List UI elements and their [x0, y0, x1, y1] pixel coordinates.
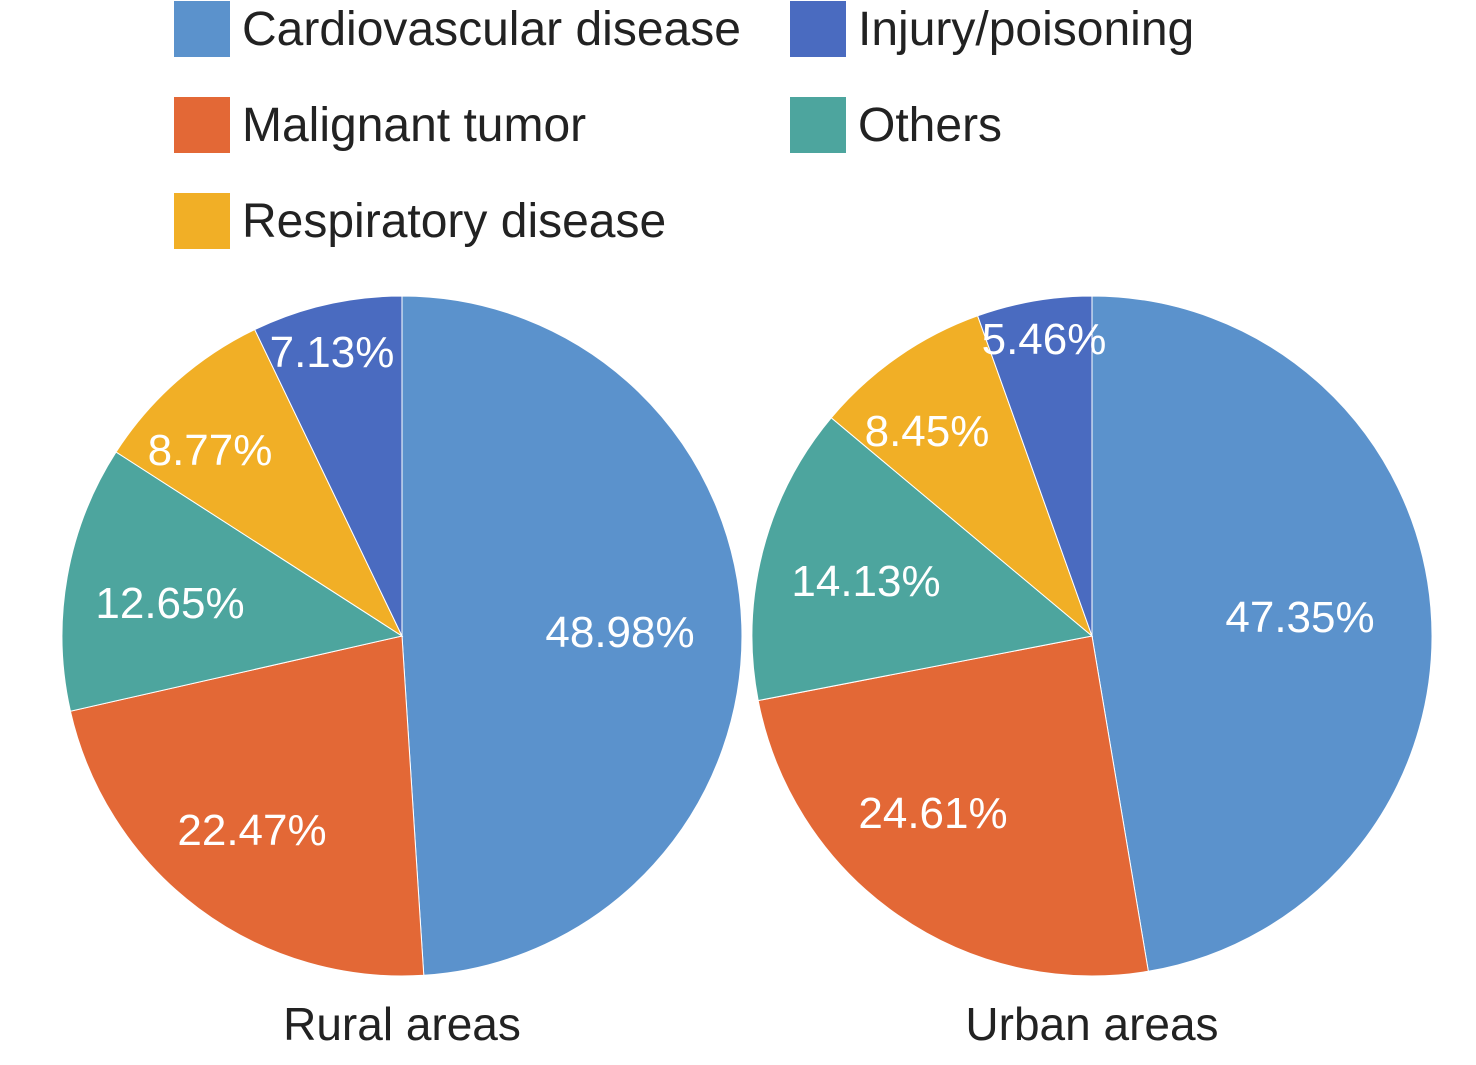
- slice-urban-areas-cardiovascular-disease: [1091, 295, 1433, 972]
- legend-item-respiratory-disease: Respiratory disease: [174, 193, 666, 249]
- slice-rural-areas-respiratory-disease: [115, 328, 404, 638]
- slice-label-urban-areas-injury-poisoning: 5.46%: [982, 315, 1107, 364]
- legend-swatch-respiratory-disease: [174, 193, 230, 249]
- legend-label-malignant-tumor: Malignant tumor: [242, 99, 586, 152]
- pie-rural-areas: 48.98% 22.47% 12.65% 8.77% 7.13% Rural areas: [61, 295, 743, 1050]
- legend-swatch-malignant-tumor: [174, 97, 230, 153]
- legend-item-cardiovascular-disease: Cardiovascular disease: [174, 1, 741, 57]
- slice-rural-areas-cardiovascular-disease: [401, 295, 743, 976]
- legend-label-respiratory-disease: Respiratory disease: [242, 195, 666, 248]
- slice-label-rural-areas-others: 12.65%: [95, 579, 244, 628]
- slice-urban-areas-others: [751, 417, 1094, 702]
- legend: Cardiovascular disease Injury/poisoning Ma…: [174, 1, 1194, 249]
- slice-rural-areas-injury-poisoning: [254, 295, 403, 637]
- slice-label-urban-areas-malignant-tumor: 24.61%: [858, 789, 1007, 838]
- legend-swatch-injury-poisoning: [790, 1, 846, 57]
- slice-urban-areas-malignant-tumor: [757, 635, 1149, 977]
- slice-label-rural-areas-injury-poisoning: 7.13%: [270, 328, 395, 377]
- slice-label-urban-areas-respiratory-disease: 8.45%: [865, 407, 990, 456]
- slice-label-rural-areas-respiratory-disease: 8.77%: [148, 426, 273, 475]
- slice-rural-areas-malignant-tumor: [69, 635, 425, 977]
- legend-label-cardiovascular-disease: Cardiovascular disease: [242, 3, 741, 56]
- slice-rural-areas-others: [61, 451, 404, 712]
- pie-title-rural-areas: Rural areas: [283, 998, 521, 1050]
- pies: 48.98%22.47%12.65%8.77%7.13%Rural areas4…: [61, 295, 1433, 1050]
- legend-item-malignant-tumor: Malignant tumor: [174, 97, 586, 153]
- slice-label-rural-areas-malignant-tumor: 22.47%: [177, 806, 326, 855]
- legend-swatch-others: [790, 97, 846, 153]
- slice-label-urban-areas-cardiovascular-disease: 47.35%: [1225, 593, 1374, 642]
- legend-label-injury-poisoning: Injury/poisoning: [858, 3, 1194, 56]
- slice-label-rural-areas-cardiovascular-disease: 48.98%: [545, 608, 694, 657]
- legend-swatch-cardiovascular-disease: [174, 1, 230, 57]
- legend-item-injury-poisoning: Injury/poisoning: [790, 1, 1194, 57]
- slice-urban-areas-respiratory-disease: [830, 315, 1094, 638]
- pie-urban-areas: 47.35% 24.61% 14.13% 8.45% 5.46% Urban areas: [751, 295, 1433, 1050]
- pie-title-urban-areas: Urban areas: [965, 998, 1218, 1050]
- slice-urban-areas-injury-poisoning: [976, 295, 1093, 637]
- legend-item-others: Others: [790, 97, 1002, 153]
- legend-label-others: Others: [858, 99, 1002, 152]
- slice-label-urban-areas-others: 14.13%: [791, 557, 940, 606]
